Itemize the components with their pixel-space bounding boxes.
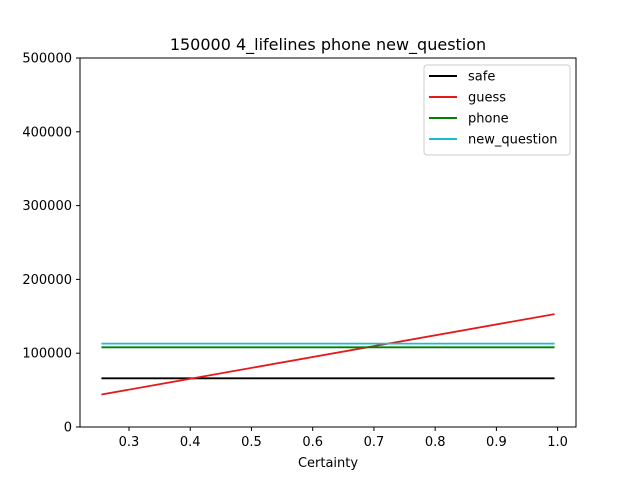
legend-label-phone: phone [468,112,509,127]
chart-title: 150000 4_lifelines phone new_question [170,35,486,55]
x-tick-label: 0.6 [302,435,323,450]
x-tick-label: 0.3 [119,435,140,450]
y-tick-label: 0 [64,421,72,436]
x-axis: 0.3 0.4 0.5 0.6 0.7 0.8 0.9 1.0 [119,427,568,450]
x-tick-label: 1.0 [547,435,568,450]
y-tick-label: 300000 [22,199,72,214]
legend-label-safe: safe [468,70,495,85]
plot-area [101,313,555,396]
y-tick-label: 200000 [22,273,72,288]
legend-label-guess: guess [468,91,506,106]
y-tick-label: 100000 [22,347,72,362]
x-tick-label: 0.8 [425,435,446,450]
legend: safe guess phone new_question [423,64,571,156]
y-tick-label: 500000 [22,52,72,67]
legend-label-new-question: new_question [468,133,558,148]
x-tick-label: 0.5 [241,435,262,450]
plot-frame [79,57,577,428]
x-tick-label: 0.9 [486,435,507,450]
series-line-guess [101,313,555,396]
x-tick-label: 0.7 [364,435,385,450]
x-axis-label: Certainty [298,456,358,471]
y-tick-label: 400000 [22,125,72,140]
y-axis: 0 100000 200000 300000 400000 500000 [22,52,80,436]
legend-box [423,64,571,156]
x-tick-label: 0.4 [180,435,201,450]
